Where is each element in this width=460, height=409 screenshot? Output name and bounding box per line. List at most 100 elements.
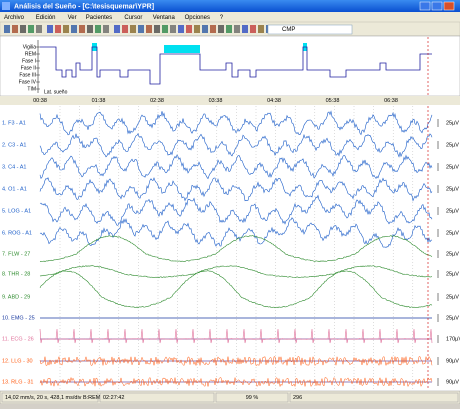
toolbar-button[interactable]	[226, 25, 232, 33]
channel-label: 11. ECG - 26	[2, 336, 34, 342]
channel-scale: 25µV	[446, 186, 459, 192]
signal-trace	[39, 328, 433, 344]
toolbar-button[interactable]	[170, 25, 176, 33]
status-cell	[99, 392, 215, 403]
channel-label: 2. C3 - A1	[2, 142, 26, 148]
channel-label: 5. LOG - A1	[2, 208, 31, 214]
channel-scale: 170µV	[446, 336, 460, 342]
toolbar-button[interactable]	[63, 25, 69, 33]
time-label: 01:38	[92, 98, 106, 104]
status-cell	[1, 392, 99, 403]
time-axis	[0, 96, 460, 105]
toolbar-button[interactable]	[47, 25, 53, 33]
channel-scale: 25µV	[446, 294, 459, 300]
toolbar-button[interactable]	[95, 25, 101, 33]
status-cell	[289, 392, 459, 403]
signal-trace	[39, 265, 433, 279]
toolbar-button[interactable]	[258, 25, 264, 33]
stage-label: REM	[25, 51, 36, 57]
status-text: 296	[293, 395, 302, 401]
menu-item[interactable]: Pacientes	[86, 15, 112, 21]
signal-trace	[39, 270, 433, 309]
toolbar-button[interactable]	[250, 25, 256, 33]
menu-item[interactable]: Ventana	[153, 15, 176, 21]
status-text: 02:27:42	[103, 395, 124, 401]
signal-trace	[39, 235, 433, 263]
toolbar-button[interactable]	[114, 25, 120, 33]
signal-trace	[39, 110, 433, 136]
menu-item[interactable]: ?	[220, 15, 224, 21]
channel-label: 3. C4 - A1	[2, 164, 26, 170]
toolbar-button[interactable]	[130, 25, 136, 33]
stage-label: Fase I	[22, 58, 36, 64]
status-text: 99 %	[246, 395, 259, 401]
menu-item[interactable]: Cursor	[124, 15, 142, 21]
menu-item[interactable]: Ver	[68, 15, 77, 21]
signal-trace	[39, 177, 433, 202]
channel-label: 6. ROG - A1	[2, 230, 32, 236]
toolbar-button[interactable]	[71, 25, 77, 33]
menu-item[interactable]: Opciones	[185, 15, 210, 21]
channel-scale: 25µV	[446, 164, 459, 170]
stage-label: Fase II	[21, 65, 36, 71]
toolbar-button[interactable]	[194, 25, 200, 33]
status-cell	[215, 392, 289, 403]
toolbar-button[interactable]	[234, 25, 240, 33]
toolbar-button[interactable]	[55, 25, 61, 33]
toolbar-button[interactable]	[79, 25, 85, 33]
stage-label: Fase III	[19, 72, 36, 78]
toolbar-button[interactable]	[162, 25, 168, 33]
channel-label: 4. O1 - A1	[2, 186, 27, 192]
toolbar-button[interactable]	[242, 25, 248, 33]
toolbar-button[interactable]	[218, 25, 224, 33]
stage-label: Fase IV	[19, 79, 37, 85]
channel-scale: 25µV	[446, 251, 459, 257]
toolbar-button[interactable]	[28, 25, 34, 33]
marker	[164, 45, 200, 53]
signal-trace	[39, 355, 433, 367]
toolbar-button[interactable]	[154, 25, 160, 33]
stage-label: Vigilia	[23, 44, 36, 50]
minimize-button[interactable]	[419, 1, 431, 11]
toolbar-button[interactable]	[202, 25, 208, 33]
stage-label: TIM	[27, 86, 36, 92]
channel-dropdown[interactable]	[267, 24, 353, 35]
hypnogram-panel	[0, 35, 460, 97]
time-label: 03:38	[209, 98, 223, 104]
signal-trace	[39, 376, 433, 388]
toolbar-button[interactable]	[146, 25, 152, 33]
channel-scale: 90µV	[446, 379, 459, 385]
toolbar-button[interactable]	[178, 25, 184, 33]
toolbar-button[interactable]	[103, 25, 109, 33]
toolbar-button[interactable]	[122, 25, 128, 33]
menu-item[interactable]: Archivo	[4, 15, 25, 21]
channel-label: 9. ABD - 29	[2, 294, 30, 300]
time-label: 00:38	[33, 98, 47, 104]
channel-scale: 25µV	[446, 120, 459, 126]
app-icon	[2, 2, 10, 10]
channel-label: 13. RLG - 31	[2, 379, 34, 385]
channel-scale: 25µV	[446, 208, 459, 214]
title-bar	[0, 0, 460, 12]
toolbar-button[interactable]	[20, 25, 26, 33]
toolbar-button[interactable]	[186, 25, 192, 33]
menu-bar	[0, 12, 460, 22]
toolbar-button[interactable]	[36, 25, 42, 33]
channel-label: 1. F3 - A1	[2, 120, 26, 126]
toolbar-button[interactable]	[4, 25, 10, 33]
signal-trace	[39, 217, 433, 248]
toolbar-button[interactable]	[87, 25, 93, 33]
maximize-button[interactable]	[431, 1, 443, 11]
hypnogram-trace	[40, 46, 432, 85]
time-label: 06:38	[384, 98, 398, 104]
menu-item[interactable]: Edición	[36, 15, 56, 21]
signal-trace	[39, 194, 433, 226]
close-button[interactable]	[443, 1, 455, 11]
channel-scale: 25µV	[446, 271, 459, 277]
toolbar-button[interactable]	[138, 25, 144, 33]
channel-scale: 25µV	[446, 142, 459, 148]
toolbar-button[interactable]	[210, 25, 216, 33]
toolbar-button[interactable]	[12, 25, 18, 33]
status-text: 14,02 mm/s, 20 s, 428,1 ms/div B:REM	[5, 395, 101, 401]
